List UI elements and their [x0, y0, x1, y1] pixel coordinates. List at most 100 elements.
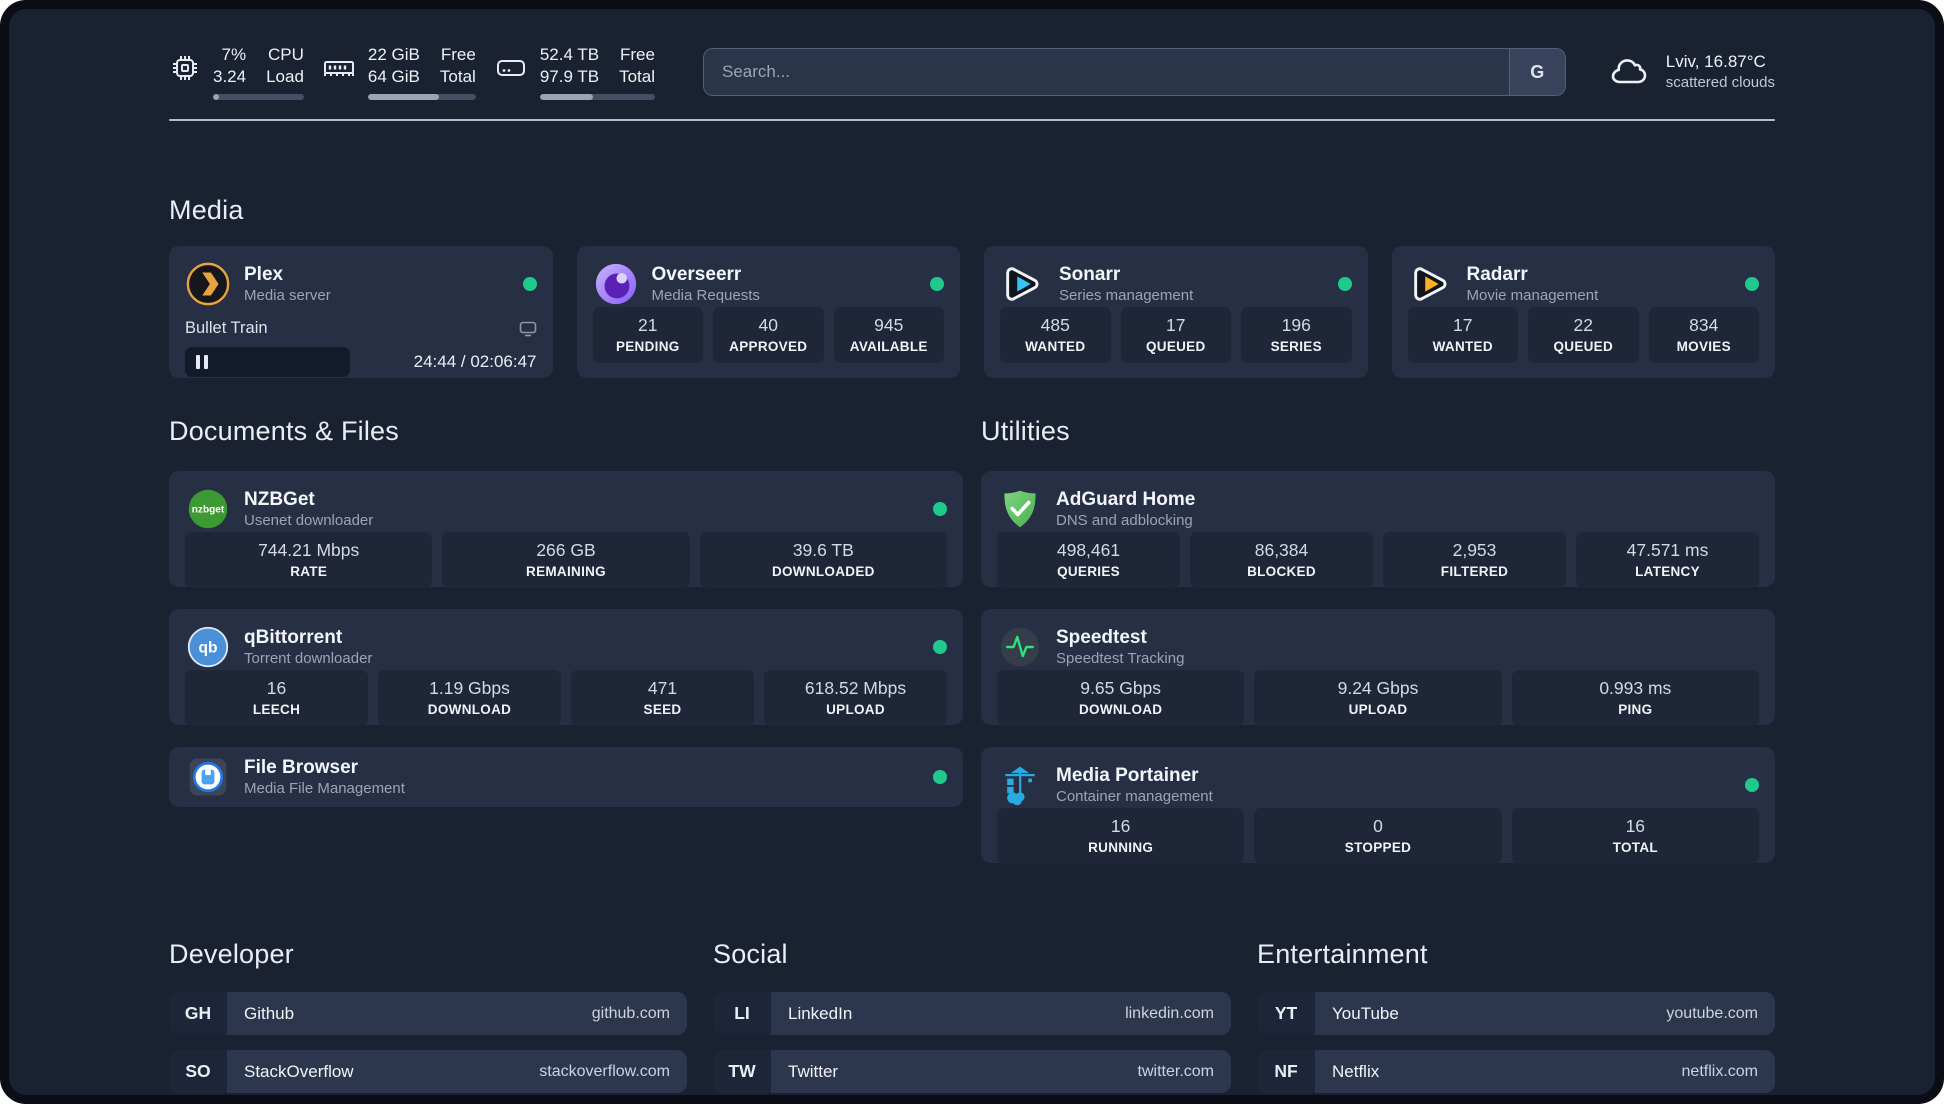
cpu-usage: 7% [221, 44, 247, 64]
radarr-card[interactable]: Radarr Movie management 17 WANTED 22 QUEUE… [1391, 246, 1775, 378]
player-tv-icon [519, 321, 537, 337]
stat-blocked: 86,384 BLOCKED [1190, 532, 1373, 588]
stat-series: 196 SERIES [1241, 307, 1352, 363]
stat-rate: 744.21 Mbps RATE [185, 532, 433, 588]
link-stackoverflow[interactable]: SO StackOverflow stackoverflow.com [169, 1050, 687, 1093]
weather-location: Lviv, 16.87°C [1665, 52, 1766, 72]
stat-wanted: 17 WANTED [1407, 307, 1518, 363]
stat-leech: 16 LEECH [185, 670, 368, 726]
link-youtube[interactable]: YT YouTube youtube.com [1257, 992, 1775, 1035]
section-title-social: Social [713, 939, 788, 969]
stat-queued: 22 QUEUED [1528, 307, 1639, 363]
memory-free: 22 GiB [367, 44, 420, 64]
app-name: File Browser [244, 756, 359, 778]
app-name: Media Portainer [1056, 764, 1199, 786]
stat-upload: 9.24 Gbps UPLOAD [1254, 670, 1502, 726]
cpu-progress-bar [213, 94, 304, 101]
cpu-icon [169, 52, 201, 84]
link-linkedin[interactable]: LI LinkedIn linkedin.com [713, 992, 1231, 1035]
portainer-icon [997, 762, 1043, 808]
app-subtitle: Media File Management [244, 779, 405, 797]
stat-total: 16 TOTAL [1511, 808, 1759, 864]
app-subtitle: DNS and adblocking [1056, 511, 1193, 529]
status-dot [522, 277, 537, 291]
portainer-card[interactable]: Media Portainer Container management 16 R… [981, 747, 1775, 864]
memory-total: 64 GiB [367, 67, 420, 86]
stat-downloaded: 39.6 TB DOWNLOADED [699, 532, 947, 588]
app-name: AdGuard Home [1056, 488, 1196, 510]
sonarr-card[interactable]: Sonarr Series management 485 WANTED 17 QUE… [984, 246, 1368, 378]
weather-widget: Lviv, 16.87°C scattered clouds [1608, 51, 1775, 93]
disk-free-label: Free [620, 44, 655, 64]
link-netflix[interactable]: NF Netflix netflix.com [1257, 1050, 1775, 1093]
qbittorrent-icon: qb [185, 624, 231, 670]
pause-button[interactable] [185, 347, 351, 377]
documents-column: Documents & Files nzbget NZBGet Usenet d… [169, 416, 963, 863]
filebrowser-card[interactable]: File Browser Media File Management [169, 747, 963, 807]
disk-icon [494, 52, 528, 84]
link-abbr: TW [713, 1050, 771, 1093]
section-title-media: Media [169, 195, 244, 225]
plex-icon [185, 261, 231, 307]
cpu-stat: 7% 3.24 CPU Load [169, 44, 304, 101]
link-abbr: GH [169, 992, 227, 1035]
overseerr-icon [593, 261, 639, 307]
memory-total-label: Total [439, 67, 476, 86]
radarr-icon [1408, 261, 1454, 307]
section-title-utilities: Utilities [981, 416, 1070, 446]
stat-queued: 17 QUEUED [1120, 307, 1231, 363]
app-subtitle: Torrent downloader [244, 649, 373, 667]
bookmarks-social: Social LI LinkedIn linkedin.com TW Twitte… [713, 939, 1231, 1095]
top-bar: 7% 3.24 CPU Load [169, 39, 1775, 105]
cpu-label: CPU [268, 44, 304, 64]
section-title-documents: Documents & Files [169, 416, 399, 446]
app-subtitle: Media server [244, 286, 331, 304]
bookmarks-entertainment: Entertainment YT YouTube youtube.com NF N… [1257, 939, 1775, 1095]
app-name: Sonarr [1059, 263, 1121, 285]
speedtest-icon [997, 624, 1043, 670]
app-subtitle: Container management [1056, 787, 1213, 805]
app-name: qBittorrent [244, 626, 343, 648]
weather-condition: scattered clouds [1665, 74, 1775, 92]
filebrowser-icon [185, 754, 231, 800]
memory-progress-bar [367, 94, 476, 101]
app-subtitle: Usenet downloader [244, 511, 374, 529]
bookmarks-developer: Developer GH Github github.com SO StackOv… [169, 939, 687, 1095]
nzbget-card[interactable]: nzbget NZBGet Usenet downloader 744.21 M… [169, 471, 963, 588]
memory-icon [322, 52, 356, 84]
link-github[interactable]: GH Github github.com [169, 992, 687, 1035]
stat-seed: 471 SEED [571, 670, 754, 726]
plex-card[interactable]: Plex Media server Bullet Train 24:44 [169, 246, 553, 378]
adguard-icon [997, 486, 1043, 532]
status-dot [933, 640, 947, 654]
disk-free: 52.4 TB [539, 44, 600, 64]
cloud-icon [1608, 54, 1652, 90]
disk-progress-bar [539, 94, 655, 101]
qbittorrent-card[interactable]: qb qBittorrent Torrent downloader 16 LEEC… [169, 609, 963, 726]
status-dot [1745, 277, 1759, 291]
status-dot [930, 277, 944, 291]
link-twitter[interactable]: TW Twitter twitter.com [713, 1050, 1231, 1093]
search-input[interactable] [703, 49, 1509, 95]
nzbget-icon: nzbget [185, 486, 231, 532]
stat-ping: 0.993 ms PING [1511, 670, 1759, 726]
app-subtitle: Media Requests [651, 286, 760, 304]
stat-remaining: 266 GB REMAINING [442, 532, 690, 588]
stat-approved: 40 APPROVED [713, 307, 824, 363]
disk-stat: 52.4 TB 97.9 TB Free Total [494, 44, 655, 101]
stat-stopped: 0 STOPPED [1254, 808, 1502, 864]
search-engine-button[interactable]: G [1508, 49, 1565, 95]
overseerr-card[interactable]: Overseerr Media Requests 21 PENDING 40 APP… [576, 246, 960, 378]
app-name: Radarr [1466, 263, 1528, 285]
status-dot [933, 502, 947, 516]
memory-stat: 22 GiB 64 GiB Free Total [322, 44, 476, 101]
svg-text:qb: qb [198, 640, 217, 657]
header-divider [169, 119, 1775, 121]
stat-queries: 498,461 QUERIES [997, 532, 1180, 588]
app-subtitle: Speedtest Tracking [1056, 649, 1185, 667]
sonarr-icon [1000, 261, 1046, 307]
adguard-card[interactable]: AdGuard Home DNS and adblocking 498,461 Q… [981, 471, 1775, 588]
stat-movies: 834 MOVIES [1648, 307, 1759, 363]
speedtest-card[interactable]: Speedtest Speedtest Tracking 9.65 Gbps DO… [981, 609, 1775, 726]
